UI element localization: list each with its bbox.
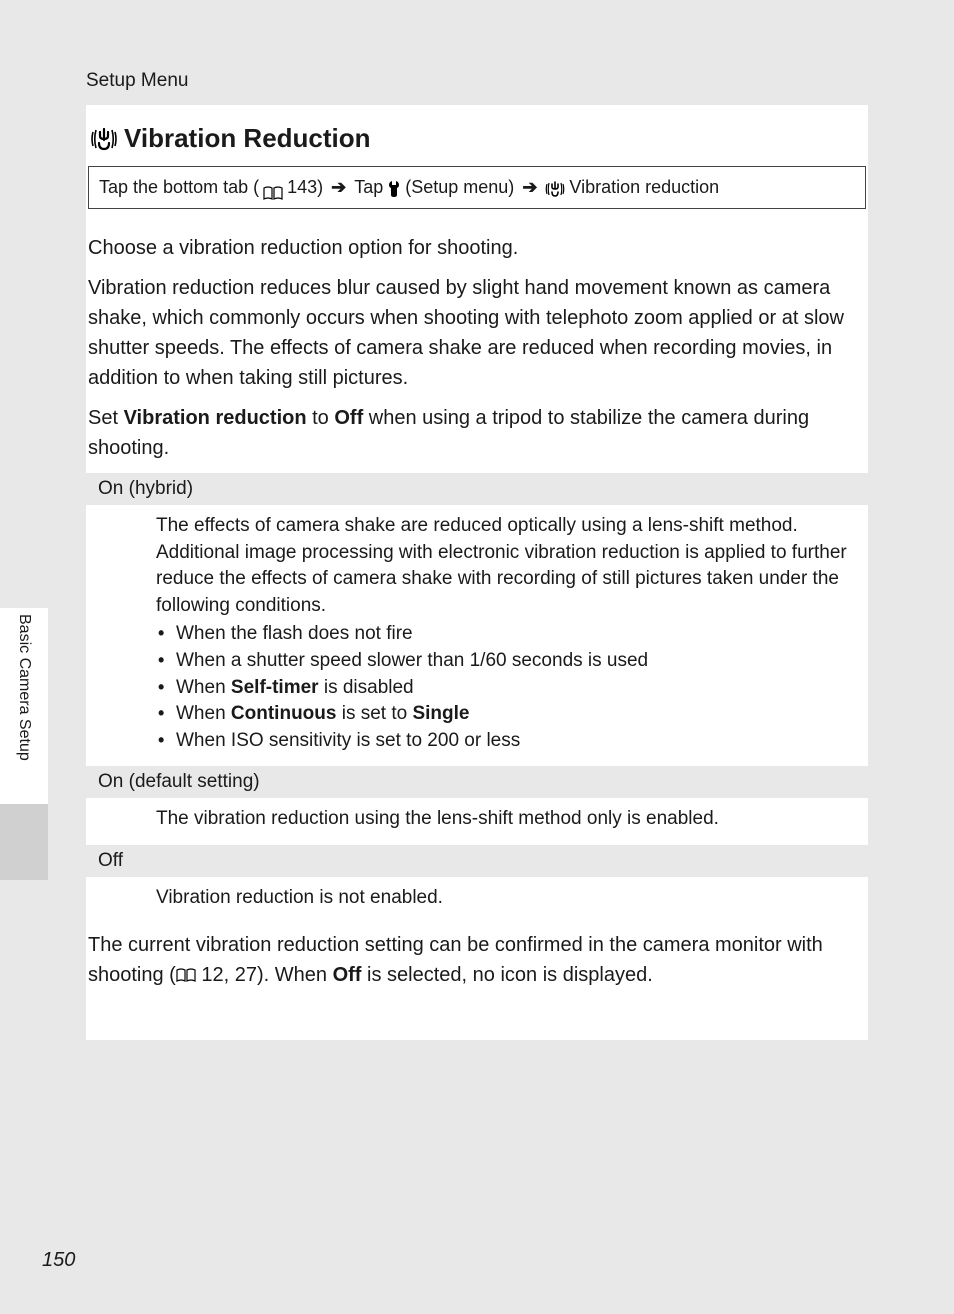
option-header-default: On (default setting) [86,766,868,798]
breadcrumb-text: Vibration reduction [569,174,719,201]
arrow-icon: ➔ [522,174,537,201]
option-header-off: Off [86,845,868,877]
sidebar-gray-block [0,804,48,880]
arrow-icon: ➔ [331,174,346,201]
list-item: When ISO sensitivity is set to 200 or le… [156,728,856,755]
bullet-list: When the flash does not fire When a shut… [156,621,856,754]
footer-paragraph: The current vibration reduction setting … [88,930,866,990]
list-item: When a shutter speed slower than 1/60 se… [156,648,856,675]
breadcrumb-text: Tap [354,174,383,201]
page-title-text: Vibration Reduction [124,123,371,154]
navigation-path: Tap the bottom tab ( 143) ➔ Tap (Setup m… [88,166,866,209]
text: is disabled [319,677,414,698]
text-bold: Self-timer [231,677,319,698]
text: is selected, no icon is displayed. [361,964,652,986]
text: Set [88,407,124,429]
list-item: When Self-timer is disabled [156,675,856,702]
text: When [176,677,231,698]
option-body-off: Vibration reduction is not enabled. [86,877,868,920]
text-bold: Single [412,703,469,724]
sidebar-tab: Basic Camera Setup [0,608,48,804]
text: to [307,407,335,429]
page-number: 150 [42,1249,75,1272]
body-paragraph: Set Vibration reduction to Off when usin… [88,403,866,463]
intro-paragraph: Choose a vibration reduction option for … [88,233,866,263]
breadcrumb-text: Tap the bottom tab ( [99,174,259,201]
option-body-default: The vibration reduction using the lens-s… [86,798,868,841]
book-icon [176,961,196,975]
list-item: When the flash does not fire [156,621,856,648]
book-icon [263,181,283,195]
text-bold: Off [333,964,362,986]
page-title: Vibration Reduction [86,123,868,154]
text-bold: Continuous [231,703,337,724]
vibration-reduction-icon [545,179,565,197]
text: is set to [336,703,412,724]
vibration-reduction-icon [90,126,118,152]
section-header: Setup Menu [86,70,188,92]
body-paragraph: Vibration reduction reduces blur caused … [88,273,866,393]
text-bold: Off [334,407,363,429]
breadcrumb-text: 143) [287,174,323,201]
option-header-hybrid: On (hybrid) [86,473,868,505]
text: 12, 27). When [196,964,333,986]
text: When [176,703,231,724]
option-body-hybrid: The effects of camera shake are reduced … [86,505,868,762]
list-item: When Continuous is set to Single [156,701,856,728]
content-area: Vibration Reduction Tap the bottom tab (… [86,105,868,1040]
manual-page: Setup Menu Basic Camera Setup Vibration … [0,0,954,1314]
breadcrumb-text: (Setup menu) [405,174,514,201]
option-desc: The effects of camera shake are reduced … [156,515,847,616]
wrench-icon [387,179,401,197]
text-bold: Vibration reduction [124,407,307,429]
